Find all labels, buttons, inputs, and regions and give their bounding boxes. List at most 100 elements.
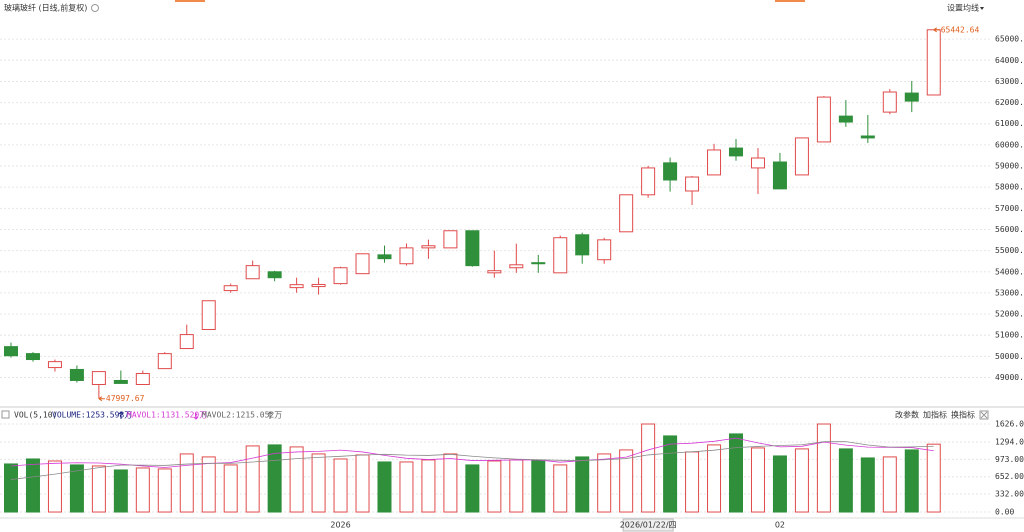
candle-body xyxy=(882,91,897,113)
candle-body xyxy=(91,371,106,385)
volume-bar xyxy=(816,423,831,513)
candle-body xyxy=(663,162,678,181)
candle-body xyxy=(157,353,172,370)
y-tick-label: 55000.00 xyxy=(995,246,1024,255)
volume-bar xyxy=(25,458,40,513)
volume-bar xyxy=(4,463,18,513)
volume-bar xyxy=(245,445,260,513)
close-icon xyxy=(980,411,988,419)
menu-arrow xyxy=(980,7,984,10)
candle-body xyxy=(4,346,18,357)
indicator-volume: VOLUME:1253.598万 xyxy=(52,411,132,420)
volume-bar xyxy=(575,456,590,513)
y-tick-label: 57000.00 xyxy=(995,204,1024,213)
volume-bar xyxy=(707,444,722,513)
volume-bar xyxy=(882,456,897,513)
candle-body xyxy=(619,194,634,233)
annotation: 47997.67 xyxy=(106,394,145,403)
button[interactable]: 改参数 xyxy=(895,410,919,420)
candle-body xyxy=(311,283,326,288)
help-icon[interactable] xyxy=(1,410,10,419)
candle-body xyxy=(772,161,787,190)
candle-body xyxy=(531,262,546,265)
volume-bar xyxy=(355,454,370,513)
arrow-icon xyxy=(267,411,273,419)
y-tick-label: 58000.00 xyxy=(995,183,1024,192)
y-tick-label: 60000.00 xyxy=(995,140,1024,149)
volume-bar xyxy=(113,469,128,513)
volume-bar xyxy=(377,461,392,513)
annotation-pointer xyxy=(933,27,940,33)
volume-bar xyxy=(531,459,546,513)
ma-line xyxy=(10,437,934,468)
arrow-icon xyxy=(193,412,199,420)
y-tick-label: 65000.00 xyxy=(995,35,1024,44)
volume-bar xyxy=(729,433,744,513)
candle-body xyxy=(179,334,194,350)
volume-bar xyxy=(399,461,414,513)
volume-bar xyxy=(311,453,326,513)
y-tick-label: 53000.00 xyxy=(995,288,1024,297)
volume-bar xyxy=(333,458,348,513)
indicator-name: VOL(5,10) xyxy=(14,411,57,420)
candle-body xyxy=(816,96,831,143)
y-tick-label: 51000.00 xyxy=(995,331,1024,340)
candle-body xyxy=(377,254,392,260)
candle-body xyxy=(597,239,612,261)
candle-body xyxy=(794,137,809,176)
volume-bar xyxy=(289,446,304,513)
candle-body xyxy=(707,149,722,176)
volume-bar xyxy=(641,423,656,513)
candle-body xyxy=(201,300,216,331)
volume-bar xyxy=(509,459,524,513)
candle-body xyxy=(135,372,150,385)
settings-icon[interactable] xyxy=(91,4,99,12)
volume-bar xyxy=(685,451,700,513)
volume-bar xyxy=(135,467,150,513)
candle-body xyxy=(333,267,348,285)
button[interactable]: 加指标 xyxy=(923,410,947,420)
y-tick-label: 54000.00 xyxy=(995,267,1024,276)
candle-body xyxy=(421,245,436,249)
volume-bar xyxy=(157,468,172,513)
y-tick-label: 62000.00 xyxy=(995,98,1024,107)
x-label-box xyxy=(622,518,674,532)
candle-body xyxy=(509,264,524,269)
ma-line xyxy=(10,441,934,480)
candle-body xyxy=(289,284,304,289)
x-tick-label: 2026 xyxy=(330,521,350,530)
y-tick-label: 1626.00 xyxy=(995,420,1024,429)
candle-body xyxy=(69,368,84,381)
y-tick-label: 1294.00 xyxy=(995,437,1024,446)
close-button[interactable] xyxy=(979,410,989,420)
candle-body xyxy=(113,379,128,384)
volume-bar xyxy=(619,449,634,513)
candle-body xyxy=(575,234,590,256)
volume-bar xyxy=(663,435,678,513)
y-tick-label: 52000.00 xyxy=(995,310,1024,319)
volume-bar xyxy=(223,464,238,513)
button[interactable]: 换指标 xyxy=(951,410,975,420)
annotation: 65442.64 xyxy=(941,25,980,34)
indicator-mavol2: MAVOL2:1215.052万 xyxy=(202,411,282,420)
volume-bar xyxy=(443,453,458,513)
tab-marker xyxy=(175,0,205,2)
y-tick-label: 332.00 xyxy=(995,490,1024,499)
candle-body xyxy=(750,157,765,169)
candle-body xyxy=(223,285,238,292)
indicator-mavol1: MAVOL1:1131.520万 xyxy=(127,411,207,420)
y-tick-label: 652.00 xyxy=(995,472,1024,481)
volume-bar xyxy=(69,464,84,513)
volume-bar xyxy=(553,464,568,513)
volume-bar xyxy=(267,444,282,513)
volume-bar xyxy=(487,460,502,513)
candle-body xyxy=(904,92,919,102)
candle-body xyxy=(443,230,458,249)
volume-bar xyxy=(179,453,194,513)
menu[interactable]: 设置均线 xyxy=(947,3,979,13)
volume-bar xyxy=(750,447,765,513)
candle-body xyxy=(926,29,941,96)
candle-body xyxy=(641,167,656,196)
x-tick-label: 2026/01/22/四 xyxy=(620,521,677,530)
